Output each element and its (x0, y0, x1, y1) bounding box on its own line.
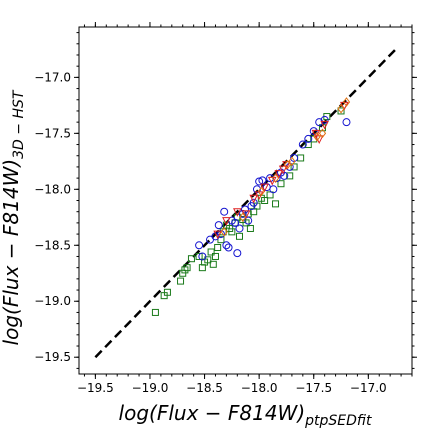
circle-marker (220, 207, 229, 216)
diamond-marker (337, 103, 345, 114)
square-marker (297, 154, 305, 162)
circle-marker (280, 171, 289, 180)
square-marker (217, 236, 225, 244)
circle-marker (342, 118, 351, 127)
triangle-marker (320, 120, 329, 130)
triangle-marker (213, 230, 222, 240)
diamond-marker (342, 97, 351, 107)
square-marker (235, 232, 243, 240)
square-marker (163, 288, 171, 296)
square-marker (151, 308, 159, 316)
square-marker (177, 277, 185, 285)
square-marker (266, 191, 274, 199)
square-marker (261, 197, 269, 204)
triangle-marker (241, 210, 251, 220)
diamond-marker (313, 131, 321, 142)
circle-marker (315, 118, 324, 127)
circle-marker (231, 218, 240, 227)
square-marker (214, 244, 222, 252)
diamond-marker (239, 212, 247, 223)
diamond-marker (318, 128, 327, 139)
y-tick-label: −18.0 (34, 182, 71, 196)
circle-marker (269, 185, 278, 194)
x-tick-label: −18.0 (241, 381, 278, 395)
circle-marker (298, 140, 307, 149)
x-axis-label: log(Flux − F814W)ptpSEDfit (119, 401, 372, 429)
axis-tick-layer: −19.5 −19.0 −18.5 −18.0 −17.5 −17.0 −19.5 −19.0… (34, 22, 417, 395)
square-marker (290, 163, 298, 171)
square-marker (242, 219, 250, 227)
square-marker (272, 200, 280, 208)
square-marker (228, 228, 236, 236)
triangle-marker (222, 217, 231, 226)
x-tick-label: −19.5 (77, 381, 114, 395)
square-marker (204, 256, 212, 264)
y-tick-label: −17.5 (34, 126, 71, 140)
diamond-marker (220, 227, 228, 237)
circle-marker (235, 224, 244, 233)
x-tick-label: −17.0 (350, 381, 387, 395)
circle-marker (240, 205, 249, 214)
circle-marker (290, 153, 299, 162)
y-axis-label: log(Flux − F814W)3D − HST (0, 89, 27, 345)
square-marker (183, 264, 191, 272)
circle-marker (309, 127, 318, 136)
y-axis-label-subscript: 3D − HST (11, 89, 27, 159)
circle-marker (222, 241, 231, 250)
square-marker (209, 260, 217, 268)
diamond-marker (283, 159, 292, 170)
square-marker (187, 255, 195, 263)
triangle-marker (274, 170, 284, 179)
square-marker (207, 248, 215, 256)
triangle-marker (233, 208, 242, 217)
square-marker (304, 141, 312, 149)
reference-line-layer (94, 48, 397, 359)
circle-marker (255, 177, 264, 186)
circle-marker (233, 249, 242, 258)
circle-marker (198, 252, 207, 261)
y-tick-label: −19.0 (34, 294, 71, 308)
triangle-marker (249, 194, 258, 204)
square-marker (211, 252, 219, 260)
circle-marker (249, 198, 258, 207)
y-tick-label: −17.0 (34, 70, 71, 84)
square-marker (195, 252, 203, 260)
square-marker (337, 107, 345, 115)
x-axis-label-main: log(Flux − F814W) (119, 401, 306, 425)
y-axis-label-main: log(Flux − F814W) (0, 159, 23, 346)
circle-marker (224, 243, 233, 252)
data-marker-layer (151, 97, 351, 316)
diamond-marker (271, 173, 280, 183)
reference-line (94, 48, 397, 359)
circle-marker (214, 221, 223, 230)
x-tick-label: −17.5 (295, 381, 332, 395)
square-marker (286, 172, 294, 180)
triangle-marker (278, 165, 288, 175)
circle-marker (195, 241, 204, 250)
diamond-marker (288, 156, 296, 167)
square-marker (181, 266, 189, 274)
y-tick-label: −19.5 (34, 350, 71, 364)
x-tick-label: −18.5 (186, 381, 223, 395)
x-axis-label-subscript: ptpSEDfit (304, 413, 372, 429)
square-marker (277, 180, 285, 188)
square-marker (246, 224, 254, 232)
diamond-marker (257, 186, 265, 197)
circle-marker (304, 134, 313, 143)
triangle-marker (260, 183, 269, 193)
y-tick-label: −18.5 (34, 238, 71, 252)
x-tick-label: −19.0 (132, 381, 169, 395)
circle-marker (244, 216, 253, 225)
circle-marker (320, 115, 329, 124)
